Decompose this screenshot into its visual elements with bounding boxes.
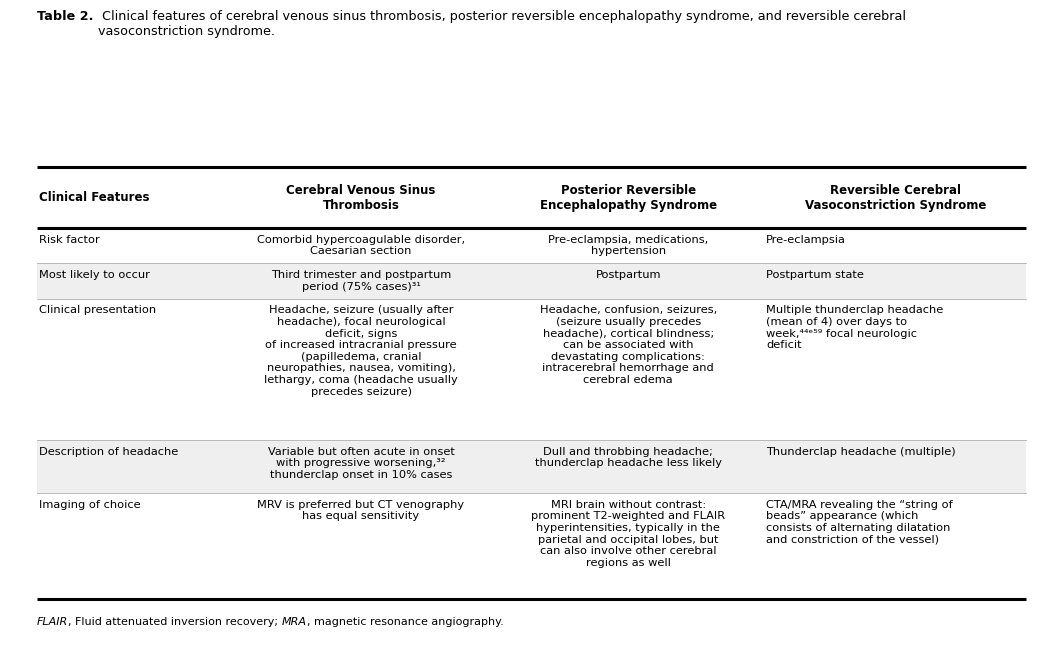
Text: FLAIR: FLAIR	[37, 617, 69, 627]
Text: Headache, confusion, seizures,
(seizure usually precedes
headache), cortical bli: Headache, confusion, seizures, (seizure …	[540, 305, 717, 385]
Text: Clinical features of cerebral venous sinus thrombosis, posterior reversible ence: Clinical features of cerebral venous sin…	[98, 10, 906, 38]
Text: Reversible Cerebral
Vasoconstriction Syndrome: Reversible Cerebral Vasoconstriction Syn…	[805, 183, 986, 212]
Text: Postpartum: Postpartum	[596, 270, 661, 280]
Text: Multiple thunderclap headache
(mean of 4) over days to
week,⁴⁴ᵉ⁵⁹ focal neurolog: Multiple thunderclap headache (mean of 4…	[767, 305, 944, 350]
Text: Pre-eclampsia, medications,
hypertension: Pre-eclampsia, medications, hypertension	[548, 235, 709, 256]
Text: , magnetic resonance angiography.: , magnetic resonance angiography.	[306, 617, 504, 627]
Text: Most likely to occur: Most likely to occur	[39, 270, 150, 280]
Text: Risk factor: Risk factor	[39, 235, 100, 244]
Text: Thunderclap headache (multiple): Thunderclap headache (multiple)	[767, 446, 956, 457]
Text: Variable but often acute in onset
with progressive worsening,³²
thunderclap onse: Variable but often acute in onset with p…	[267, 446, 454, 480]
Text: Headache, seizure (usually after
headache), focal neurological
deficit, signs
of: Headache, seizure (usually after headach…	[264, 305, 458, 397]
Text: Third trimester and postpartum
period (75% cases)³¹: Third trimester and postpartum period (7…	[271, 270, 451, 292]
Text: CTA/MRA revealing the “string of
beads” appearance (which
consists of alternatin: CTA/MRA revealing the “string of beads” …	[767, 500, 954, 544]
Text: , Fluid attenuated inversion recovery;: , Fluid attenuated inversion recovery;	[69, 617, 282, 627]
Text: Description of headache: Description of headache	[39, 446, 178, 457]
Text: Pre-eclampsia: Pre-eclampsia	[767, 235, 846, 244]
Text: MRV is preferred but CT venography
has equal sensitivity: MRV is preferred but CT venography has e…	[258, 500, 465, 522]
Text: Dull and throbbing headache;
thunderclap headache less likely: Dull and throbbing headache; thunderclap…	[534, 446, 721, 469]
Text: MRI brain without contrast:
prominent T2-weighted and FLAIR
hyperintensities, ty: MRI brain without contrast: prominent T2…	[531, 500, 725, 568]
Text: Clinical presentation: Clinical presentation	[39, 305, 156, 316]
Bar	[37, 440, 1026, 493]
Text: Postpartum state: Postpartum state	[767, 270, 864, 280]
Text: Cerebral Venous Sinus
Thrombosis: Cerebral Venous Sinus Thrombosis	[286, 183, 436, 212]
Text: MRA: MRA	[282, 617, 306, 627]
Text: Posterior Reversible
Encephalopathy Syndrome: Posterior Reversible Encephalopathy Synd…	[540, 183, 717, 212]
Text: Imaging of choice: Imaging of choice	[39, 500, 140, 510]
Text: Table 2.: Table 2.	[37, 10, 93, 23]
Bar	[37, 264, 1026, 299]
Text: Clinical Features: Clinical Features	[39, 191, 150, 204]
Text: Comorbid hypercoagulable disorder,
Caesarian section: Comorbid hypercoagulable disorder, Caesa…	[257, 235, 465, 256]
